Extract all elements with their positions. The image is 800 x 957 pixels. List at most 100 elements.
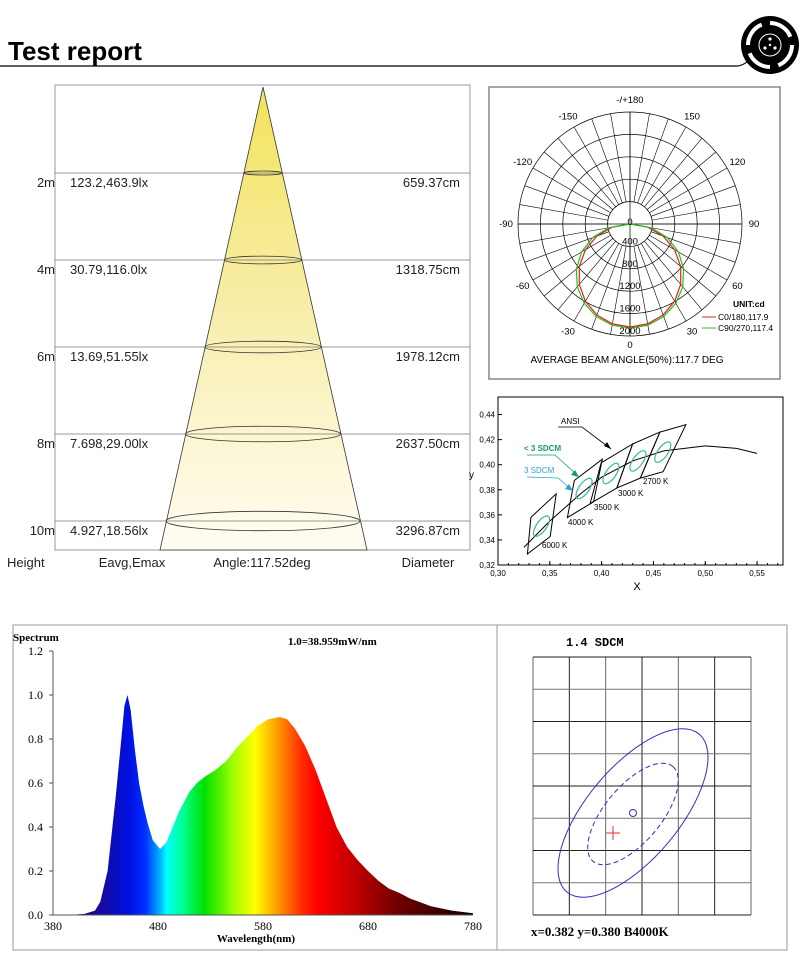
polar-angle-label: 90	[749, 219, 760, 230]
polar-angle-label: -90	[499, 219, 513, 230]
polar-spoke	[652, 227, 741, 244]
cie-chromaticity-chart: 0,30 0,35 0,40 0,45 0,50 0,55 0,32 0,34 0,36 0,38…	[469, 396, 784, 593]
beam-cone-diagram: 2m 123.2,463.9lx 659.37cm 4m 30.79,116.0lx 13…	[7, 84, 471, 570]
sdcm-result: x=0.382 y=0.380 B4000K	[531, 924, 669, 939]
cie-x-tick-label: 0,35	[542, 569, 558, 578]
beam-spot-ellipse	[243, 170, 283, 176]
cie-x-tick-label: 0,55	[749, 569, 765, 578]
lt-3-sdcm-arrow	[527, 454, 578, 476]
cie-x-tick-label: 0,50	[697, 569, 713, 578]
polar-angle-label: -60	[516, 281, 530, 292]
sdcm-inner-ellipse	[587, 762, 679, 866]
footer-height: Height	[7, 555, 45, 570]
spectrum-x-tick-label: 380	[44, 919, 62, 933]
cie-x-tick-label: 0,40	[594, 569, 610, 578]
footer-angle: Angle:117.52deg	[213, 555, 310, 570]
cct-label: 3000 K	[618, 489, 644, 498]
spectrum-y-tick-label: 0.0	[28, 908, 43, 922]
polar-series-1	[575, 223, 685, 329]
polar-spoke	[573, 126, 620, 205]
macadam-ellipse	[654, 441, 672, 464]
polar-frame	[488, 86, 781, 380]
row-height: 10m	[30, 523, 55, 538]
beam-spot-ellipse	[223, 255, 303, 265]
polar-spoke	[646, 238, 716, 297]
row-height: 2m	[37, 175, 55, 190]
spectrum-x-tick-label: 780	[464, 919, 482, 933]
polar-spoke	[557, 138, 616, 208]
polar-spoke	[650, 185, 736, 217]
ansi-arrow	[558, 426, 612, 450]
cie-y-tick-label: 0,40	[479, 461, 495, 470]
row-diameter: 659.37cm	[403, 175, 460, 190]
spectrum-chart: Spectrum 1.0=38.959mW/nm 0.0 0.2 0.4 0.6 0.8…	[12, 624, 498, 951]
polar-spoke	[532, 234, 611, 281]
footer-diameter: Diameter	[402, 555, 455, 570]
polar-angle-label: 60	[732, 281, 743, 292]
polar-spoke	[640, 126, 687, 205]
row-diameter: 3296.87cm	[396, 523, 460, 538]
3-sdcm-annotation: 3 SDCM	[524, 466, 555, 475]
legend-c0: C0/180,117.9	[718, 312, 769, 322]
polar-angle-label: -30	[561, 326, 575, 337]
row-eavg-emax: 30.79,116.0lx	[70, 262, 148, 277]
polar-spoke	[637, 118, 669, 204]
spectrum-xlabel: Wavelength(nm)	[217, 933, 296, 945]
polar-angle-label: 0	[627, 340, 632, 351]
cie-y-tick-label: 0,32	[479, 561, 495, 570]
polar-spoke	[646, 151, 716, 210]
polar-radial-label: 0	[627, 217, 632, 228]
footer-eavg-emax: Eavg,Emax	[99, 555, 166, 570]
row-eavg-emax: 4.927,18.56lx	[70, 523, 149, 538]
polar-angle-label: -120	[513, 157, 532, 168]
spectrum-x-tick-label: 580	[254, 919, 272, 933]
ansi-quadrangle	[639, 423, 687, 479]
polar-spoke	[532, 167, 611, 214]
polar-intensity-chart: 30 60 90 120 150 -/+180 -150 -120 -90 -60 -30 0 400 8…	[488, 86, 781, 380]
polar-radial-label: 800	[622, 259, 638, 270]
polar-spoke	[557, 240, 616, 310]
cie-ylabel: y	[469, 470, 474, 481]
cie-x-tick-label: 0,45	[646, 569, 662, 578]
macadam-ellipse	[602, 462, 620, 485]
polar-spoke	[610, 113, 627, 202]
row-height: 4m	[37, 262, 55, 277]
polar-spoke	[519, 227, 608, 244]
spectrum-note: 1.0=38.959mW/nm	[288, 636, 377, 648]
polar-caption: AVERAGE BEAM ANGLE(50%):117.7 DEG	[530, 355, 723, 366]
polar-angle-label: 150	[684, 112, 700, 123]
polar-radial-label: 2000	[619, 326, 640, 337]
spectrum-y-tick-label: 0.8	[28, 732, 43, 746]
cie-y-tick-label: 0,42	[479, 436, 495, 445]
sdcm-title: 1.4 SDCM	[566, 636, 624, 650]
polar-spoke	[649, 234, 728, 281]
polar-angle-label: 120	[729, 157, 745, 168]
cct-label: 3500 K	[594, 503, 620, 512]
beam-spot-ellipse	[204, 340, 322, 354]
film-reel-icon	[737, 16, 799, 74]
polar-unit: UNIT:cd	[733, 299, 765, 309]
spectrum-title: Spectrum	[13, 632, 59, 644]
spectrum-y-tick-label: 0.6	[28, 776, 43, 790]
polar-spoke	[591, 118, 623, 204]
polar-spoke	[524, 185, 610, 217]
3-sdcm-arrow	[526, 476, 572, 490]
beam-spot-ellipse	[165, 510, 361, 532]
spectrum-area	[53, 695, 473, 915]
beam-spot-ellipse	[185, 425, 341, 443]
polar-spoke	[544, 151, 614, 210]
row-eavg-emax: 7.698,29.00lx	[70, 436, 149, 451]
polar-spoke	[633, 113, 650, 202]
polar-spoke	[644, 138, 703, 208]
polar-spoke	[544, 238, 614, 297]
sdcm-measured-cross	[606, 826, 620, 840]
ansi-arrowhead	[604, 442, 611, 449]
sdcm-target-point	[629, 809, 637, 817]
3-sdcm-arrowhead	[565, 484, 573, 491]
cie-y-tick-label: 0,38	[479, 486, 495, 495]
cie-x-tick-label: 0,30	[490, 569, 506, 578]
cie-y-tick-label: 0,36	[479, 511, 495, 520]
cie-y-tick-label: 0,34	[479, 536, 495, 545]
sdcm-outer-ellipse	[557, 728, 709, 898]
ansi-annotation: ANSI	[561, 417, 580, 426]
